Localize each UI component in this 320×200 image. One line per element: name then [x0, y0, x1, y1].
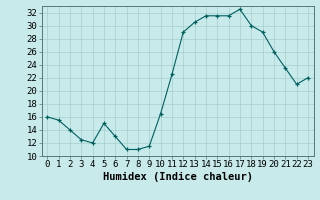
X-axis label: Humidex (Indice chaleur): Humidex (Indice chaleur): [103, 172, 252, 182]
